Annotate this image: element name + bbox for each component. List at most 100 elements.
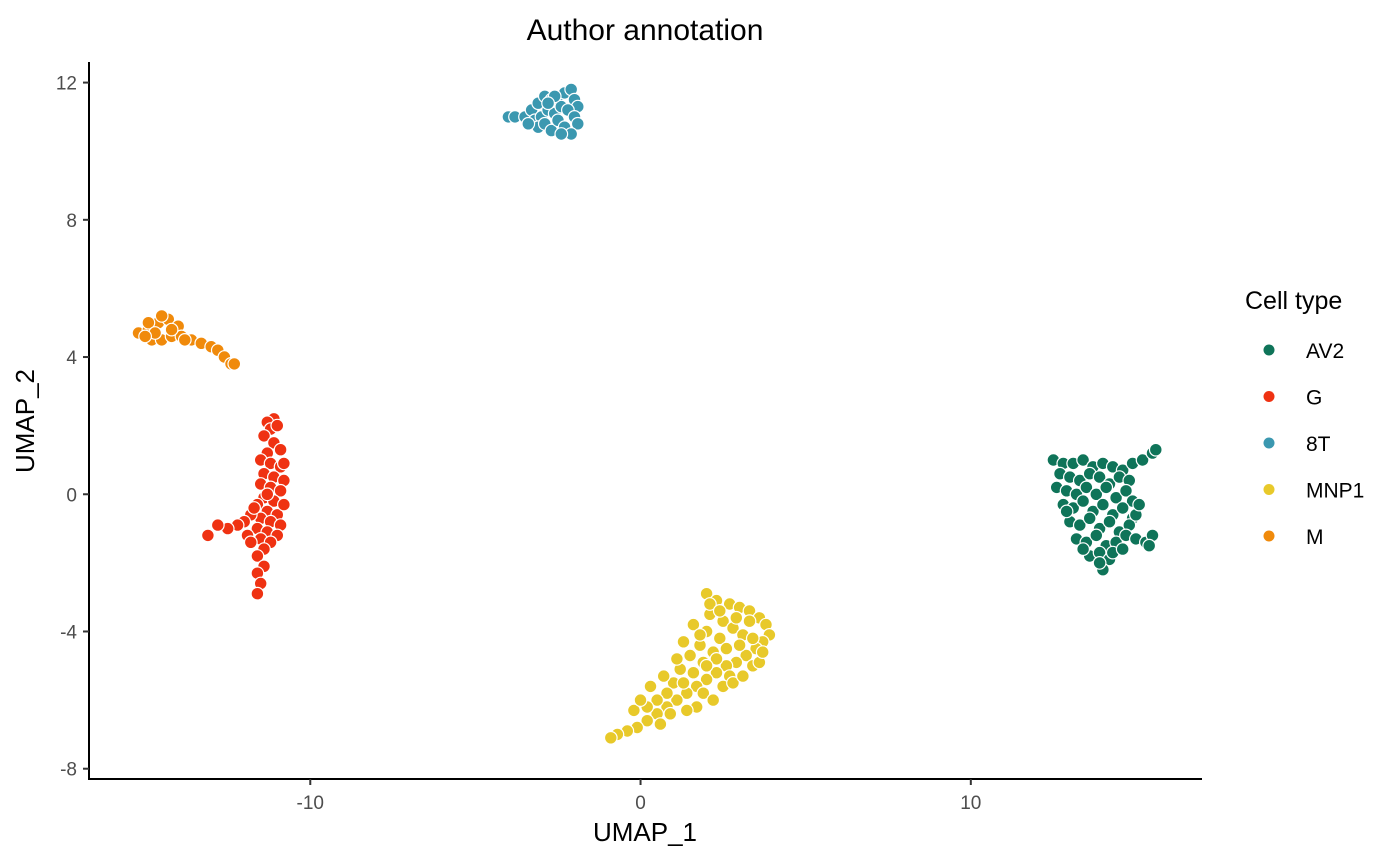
legend-label-m: M [1306, 526, 1324, 549]
point-av2-41 [1102, 514, 1117, 529]
point-av2-63 [1059, 504, 1074, 519]
point-g-45 [277, 497, 291, 512]
legend-item-g: G [1263, 387, 1322, 410]
series-mnp1 [603, 586, 777, 745]
point-mnp1-33 [719, 641, 734, 656]
series-m [131, 309, 242, 371]
point-av2-53 [1142, 538, 1157, 553]
point-mnp1-44 [660, 686, 674, 701]
point-av2-26 [1109, 490, 1123, 505]
legend-item-m: M [1263, 526, 1324, 549]
point-mnp1-63 [693, 628, 707, 642]
point-mnp1-45 [650, 693, 664, 707]
point-g-47 [260, 487, 275, 502]
point-mnp1-61 [742, 614, 757, 629]
legend-key-mnp1 [1263, 484, 1275, 495]
point-av2-27 [1119, 483, 1133, 498]
point-mnp1-62 [686, 617, 701, 632]
point-av2-16 [1092, 470, 1107, 485]
point-mnp1-66 [633, 693, 648, 707]
point-mnp1-10 [739, 648, 754, 663]
point-g-40 [210, 518, 225, 532]
point-mnp1-47 [696, 686, 711, 701]
point-mnp1-51 [663, 706, 678, 721]
point-av2-35 [1115, 501, 1130, 515]
point-mnp1-48 [706, 693, 721, 707]
chart-title: Author annotation [527, 14, 764, 47]
point-mnp1-54 [736, 669, 750, 683]
legend-item-8t: 8T [1263, 433, 1331, 456]
point-av2-38 [1072, 518, 1087, 532]
point-mnp1-38 [709, 652, 724, 666]
point-m-18 [177, 333, 192, 347]
point-mnp1-20 [640, 713, 655, 728]
point-mnp1-71 [755, 645, 770, 659]
legend-label-mnp1: MNP1 [1306, 480, 1364, 503]
y-tick-label: 8 [66, 211, 77, 232]
point-g-3 [270, 418, 285, 433]
y-tick-label: 0 [66, 485, 77, 506]
legend-label-av2: AV2 [1306, 340, 1344, 363]
y-tick-label: -8 [60, 760, 77, 781]
point-mnp1-68 [729, 610, 744, 625]
point-g-6 [273, 442, 288, 457]
point-av2-9 [1135, 453, 1150, 467]
point-g-46 [243, 535, 258, 550]
point-g-16 [273, 483, 288, 498]
point-av2-58 [1092, 556, 1107, 570]
legend-label-8t: 8T [1306, 433, 1331, 456]
point-av2-11 [1148, 442, 1163, 457]
point-mnp1-50 [679, 703, 694, 718]
series-g [200, 411, 291, 601]
point-m-17 [164, 322, 179, 337]
point-mnp1-67 [699, 658, 714, 673]
point-mnp1-17 [670, 693, 684, 707]
y-tick-label: -4 [60, 622, 77, 643]
point-mnp1-29 [712, 631, 727, 646]
legend-key-m [1263, 530, 1275, 542]
points-layer [131, 82, 1163, 745]
legend-label-g: G [1306, 387, 1322, 410]
point-mnp1-36 [683, 648, 697, 663]
legend-items: AV2 G 8T MNP1 M [1263, 340, 1364, 549]
point-g-35 [250, 586, 265, 601]
point-mnp1-69 [676, 634, 691, 649]
point-mnp1-14 [699, 672, 714, 687]
point-av2-24 [1089, 487, 1104, 502]
y-axis-ticks: -8 -4 0 4 8 12 [56, 74, 89, 781]
point-8t-19 [570, 116, 585, 131]
point-av2-31 [1076, 494, 1090, 509]
legend-item-av2: AV2 [1263, 340, 1344, 363]
point-av2-46 [1089, 528, 1104, 543]
point-mnp1-34 [732, 638, 747, 653]
point-g-4 [257, 429, 271, 443]
point-8t-29 [554, 127, 569, 141]
point-av2-25 [1099, 480, 1114, 495]
point-mnp1-53 [726, 676, 740, 690]
point-av2-39 [1082, 511, 1097, 526]
point-mnp1-13 [709, 665, 724, 680]
y-axis-title: UMAP_2 [10, 369, 40, 473]
legend: Cell type AV2 G 8T MNP1 M [1245, 287, 1364, 549]
legend-key-8t [1263, 437, 1275, 449]
point-mnp1-70 [653, 717, 668, 731]
x-axis-title: UMAP_1 [593, 817, 697, 847]
x-tick-label: 10 [960, 793, 981, 814]
point-mnp1-43 [676, 676, 691, 690]
legend-key-av2 [1263, 344, 1275, 356]
point-m-15 [141, 315, 156, 330]
point-m-20 [138, 329, 153, 344]
series-8t [501, 82, 585, 141]
point-mnp1-65 [627, 703, 641, 718]
point-g-31 [250, 549, 265, 563]
point-mnp1-24 [603, 730, 618, 745]
point-mnp1-58 [656, 669, 671, 683]
x-tick-label: 0 [635, 793, 646, 814]
point-av2-60 [1132, 497, 1147, 512]
series-av2 [1046, 442, 1163, 577]
point-8t-27 [541, 96, 555, 111]
point-av2-3 [1076, 453, 1090, 467]
point-av2-33 [1095, 497, 1110, 512]
